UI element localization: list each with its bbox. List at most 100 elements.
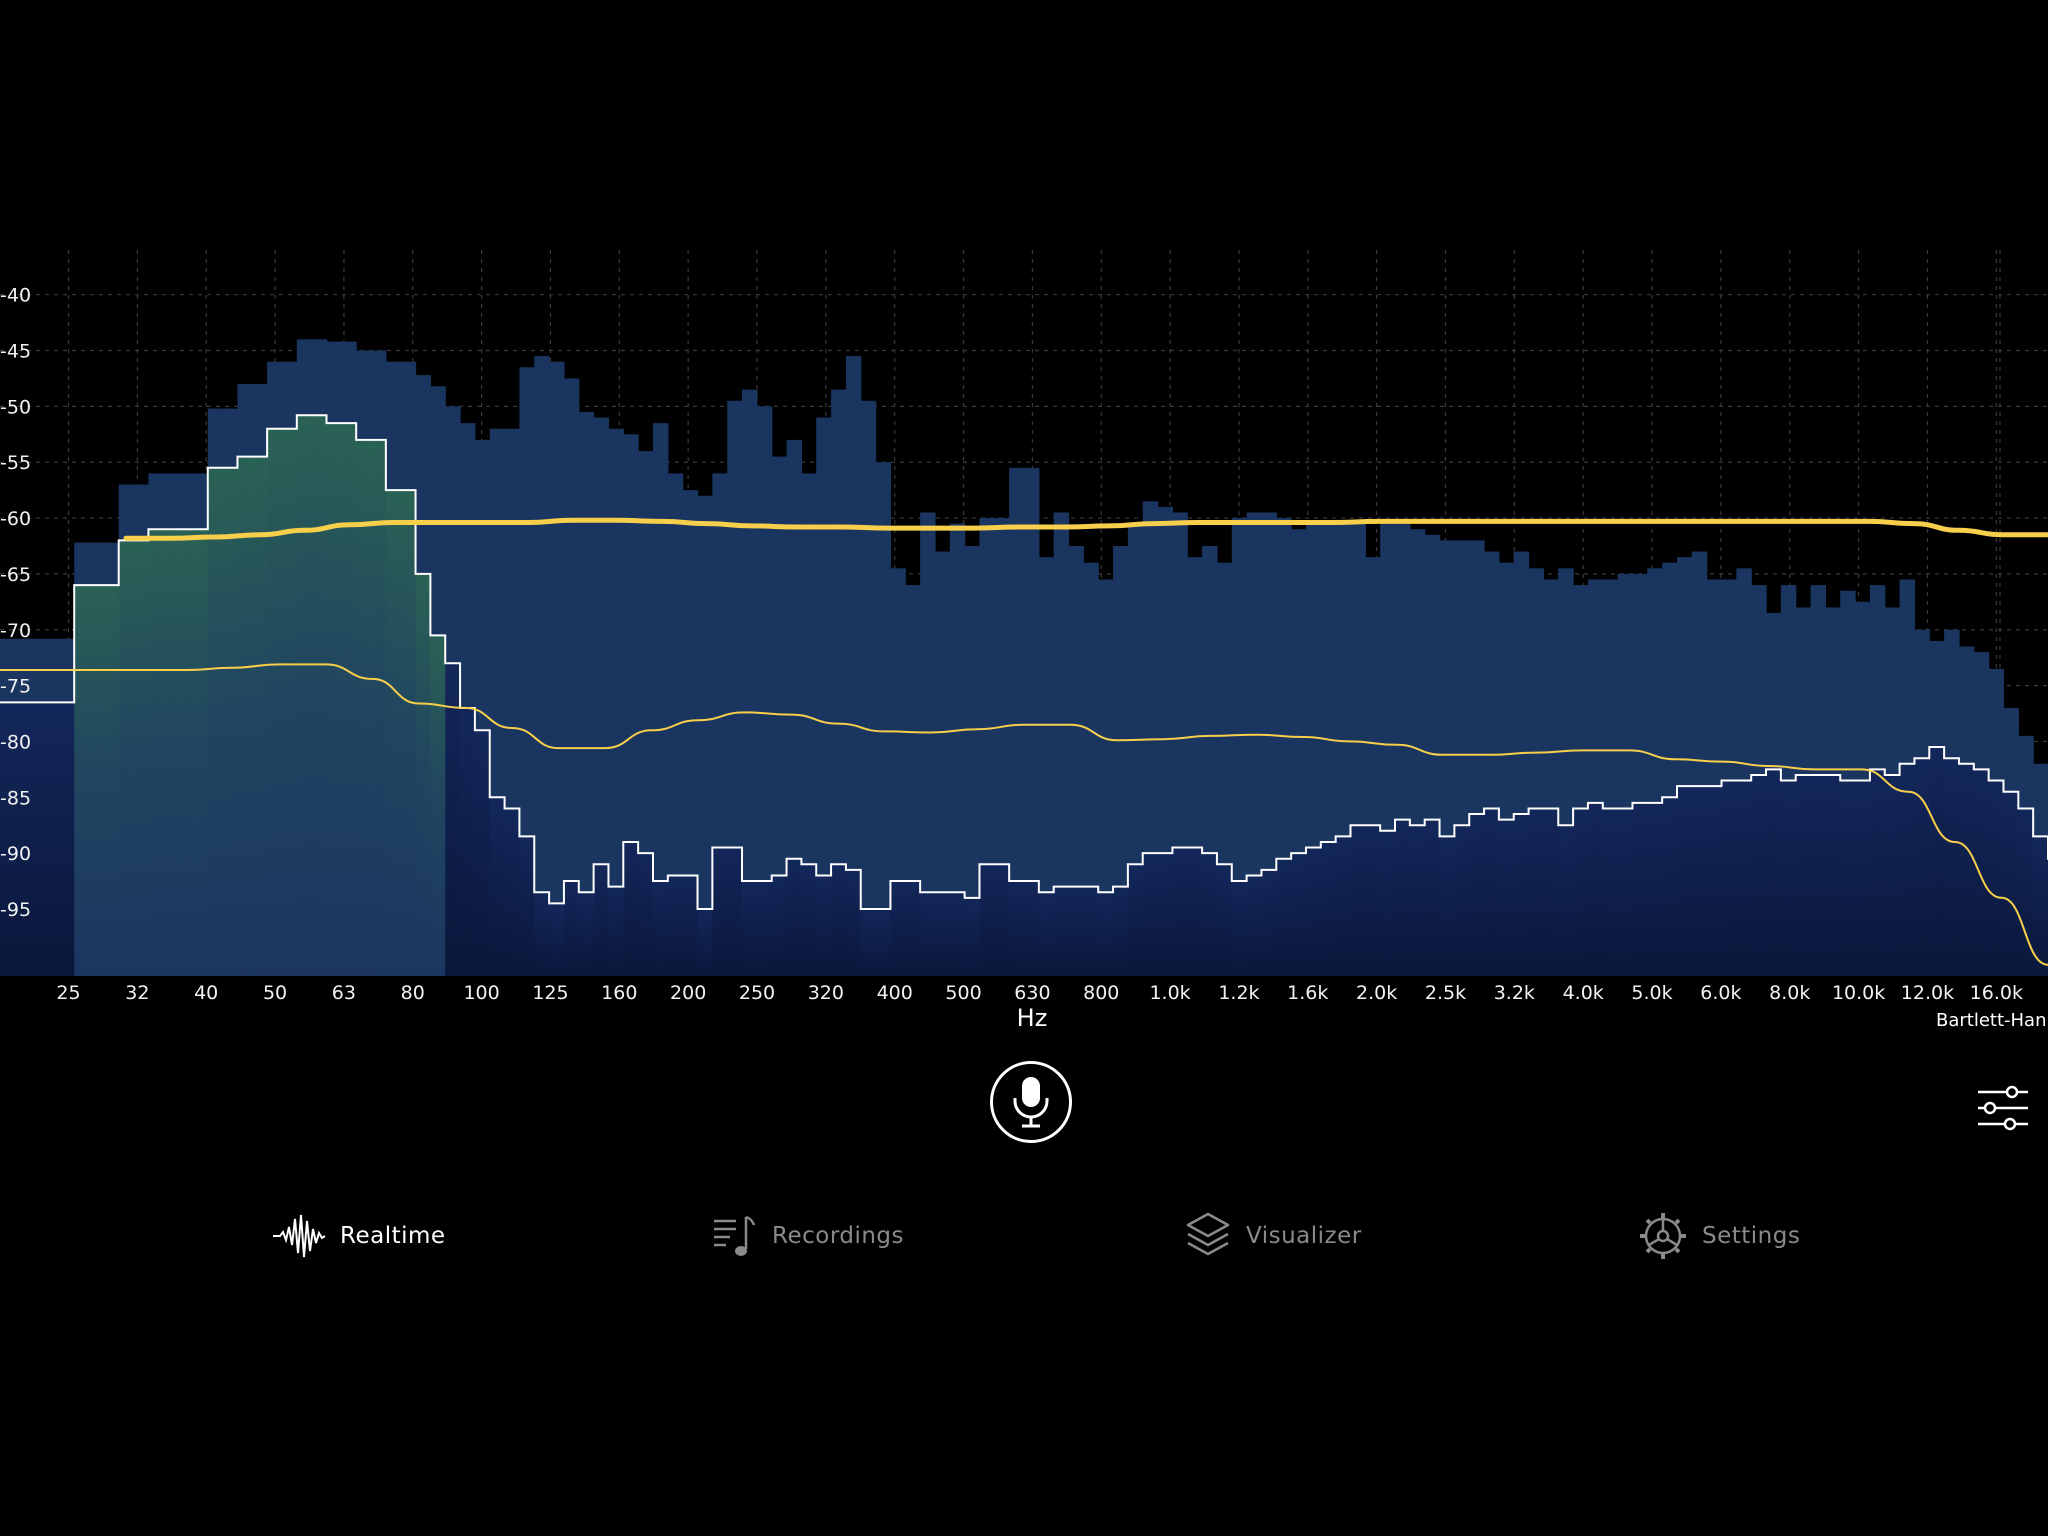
y-tick-label: -90 bbox=[0, 843, 31, 865]
average-bar bbox=[371, 439, 387, 976]
x-tick-label: 4.0k bbox=[1563, 982, 1604, 1004]
nav-label: Settings bbox=[1702, 1223, 1801, 1249]
nav-visualizer[interactable]: Visualizer bbox=[1184, 1206, 1362, 1266]
average-bar bbox=[1172, 847, 1188, 976]
record-button[interactable] bbox=[990, 1061, 1072, 1143]
average-bar bbox=[1335, 836, 1352, 976]
spectrum-bar bbox=[534, 356, 550, 976]
chart-settings-button[interactable] bbox=[1976, 1084, 2030, 1132]
nav-label: Realtime bbox=[340, 1223, 446, 1249]
x-tick-label: 320 bbox=[808, 982, 844, 1004]
average-bar bbox=[400, 490, 417, 976]
spectrum-bar bbox=[860, 400, 877, 976]
y-tick-label: -45 bbox=[0, 341, 31, 363]
average-bar bbox=[2033, 836, 2048, 976]
x-tick-label: 50 bbox=[263, 982, 287, 1004]
average-bar bbox=[2018, 808, 2034, 976]
average-bar bbox=[1009, 881, 1025, 976]
average-bar bbox=[1469, 814, 1485, 976]
spectrum-bar bbox=[801, 473, 817, 976]
average-bar bbox=[74, 585, 90, 976]
x-tick-label: 2.5k bbox=[1425, 982, 1466, 1004]
average-bar bbox=[1676, 786, 1693, 976]
spectrum-bar bbox=[623, 434, 639, 976]
average-bar bbox=[638, 853, 654, 976]
average-bar bbox=[0, 702, 16, 976]
average-bar bbox=[474, 730, 491, 976]
average-bar bbox=[163, 529, 179, 976]
x-tick-label: 16.0k bbox=[1970, 982, 2023, 1004]
average-bar bbox=[860, 908, 877, 976]
average-bar bbox=[1365, 825, 1381, 976]
x-axis-unit: Hz bbox=[1017, 1004, 1048, 1032]
average-bar bbox=[1068, 886, 1084, 976]
spectrum-bar bbox=[608, 428, 624, 976]
x-tick-label: 100 bbox=[463, 982, 499, 1004]
average-bar bbox=[652, 881, 669, 976]
average-bar bbox=[801, 864, 817, 976]
spectrum-bar bbox=[727, 400, 743, 976]
spectrum-bar bbox=[934, 551, 951, 976]
average-bar bbox=[1498, 819, 1515, 976]
average-bar bbox=[667, 875, 684, 976]
average-bar bbox=[1988, 780, 2005, 976]
spectrum-bar bbox=[1053, 512, 1070, 976]
average-bar bbox=[296, 415, 313, 976]
spectrum-bar bbox=[563, 378, 580, 976]
average-bar bbox=[1632, 802, 1648, 976]
average-trace bbox=[0, 414, 2048, 910]
spectrum-bar bbox=[786, 439, 802, 976]
average-bar bbox=[118, 540, 135, 976]
spectrum-chart[interactable]: -40 -45 -50 -55 -60 -65 -70 -75 -80 -85 -90 -95 25 3… bbox=[0, 0, 2048, 1100]
average-bar bbox=[1884, 774, 1901, 976]
x-tick-label: 160 bbox=[601, 982, 637, 1004]
average-bar bbox=[59, 702, 75, 976]
nav-settings[interactable]: Settings bbox=[1638, 1206, 1800, 1266]
average-bar bbox=[1098, 892, 1114, 976]
spectrum-bar bbox=[1113, 545, 1129, 976]
average-bar bbox=[1840, 780, 1856, 976]
average-bar bbox=[1484, 808, 1500, 976]
spectrum-bar bbox=[1246, 512, 1263, 976]
x-tick-label: 6.0k bbox=[1700, 982, 1741, 1004]
average-bar bbox=[1795, 774, 1812, 976]
average-bar bbox=[1320, 841, 1337, 976]
x-tick-label: 12.0k bbox=[1901, 982, 1954, 1004]
spectrum-bar bbox=[549, 361, 565, 976]
average-bar bbox=[252, 456, 268, 976]
average-bar bbox=[178, 529, 194, 976]
spectrum-bar bbox=[979, 518, 995, 976]
average-bar bbox=[593, 864, 610, 976]
average-bar bbox=[1454, 825, 1470, 976]
spectrum-bar bbox=[638, 451, 654, 976]
average-bar bbox=[192, 529, 209, 976]
average-bar bbox=[1721, 780, 1737, 976]
average-bar bbox=[1780, 780, 1797, 976]
spectrum-bar bbox=[831, 389, 847, 976]
average-bar bbox=[682, 875, 699, 976]
spectrum-bar bbox=[652, 423, 669, 976]
spectrum-bar bbox=[1127, 523, 1144, 976]
average-bar bbox=[1187, 847, 1203, 976]
y-tick-label: -40 bbox=[0, 285, 31, 307]
nav-realtime[interactable]: Realtime bbox=[272, 1206, 446, 1266]
average-bar bbox=[1409, 825, 1426, 976]
average-bar bbox=[608, 886, 624, 976]
average-bar bbox=[1246, 875, 1263, 976]
spectrum-bar bbox=[578, 411, 595, 976]
average-bar bbox=[816, 875, 832, 976]
nav-label: Recordings bbox=[772, 1223, 905, 1249]
nav-recordings[interactable]: Recordings bbox=[712, 1206, 904, 1266]
x-tick-label: 500 bbox=[945, 982, 981, 1004]
average-bar bbox=[1543, 808, 1559, 976]
average-bar bbox=[385, 490, 402, 976]
x-tick-label: 3.2k bbox=[1494, 982, 1535, 1004]
spectrum-bar bbox=[905, 585, 921, 976]
average-bar bbox=[756, 881, 773, 976]
spectrum-bar bbox=[771, 456, 788, 976]
window-function-label[interactable]: Bartlett-Han bbox=[1936, 1010, 2047, 1031]
average-bar bbox=[1305, 847, 1322, 976]
y-tick-label: -70 bbox=[0, 620, 31, 642]
spectrum-bar bbox=[845, 356, 862, 976]
x-tick-label: 1.0k bbox=[1149, 982, 1190, 1004]
